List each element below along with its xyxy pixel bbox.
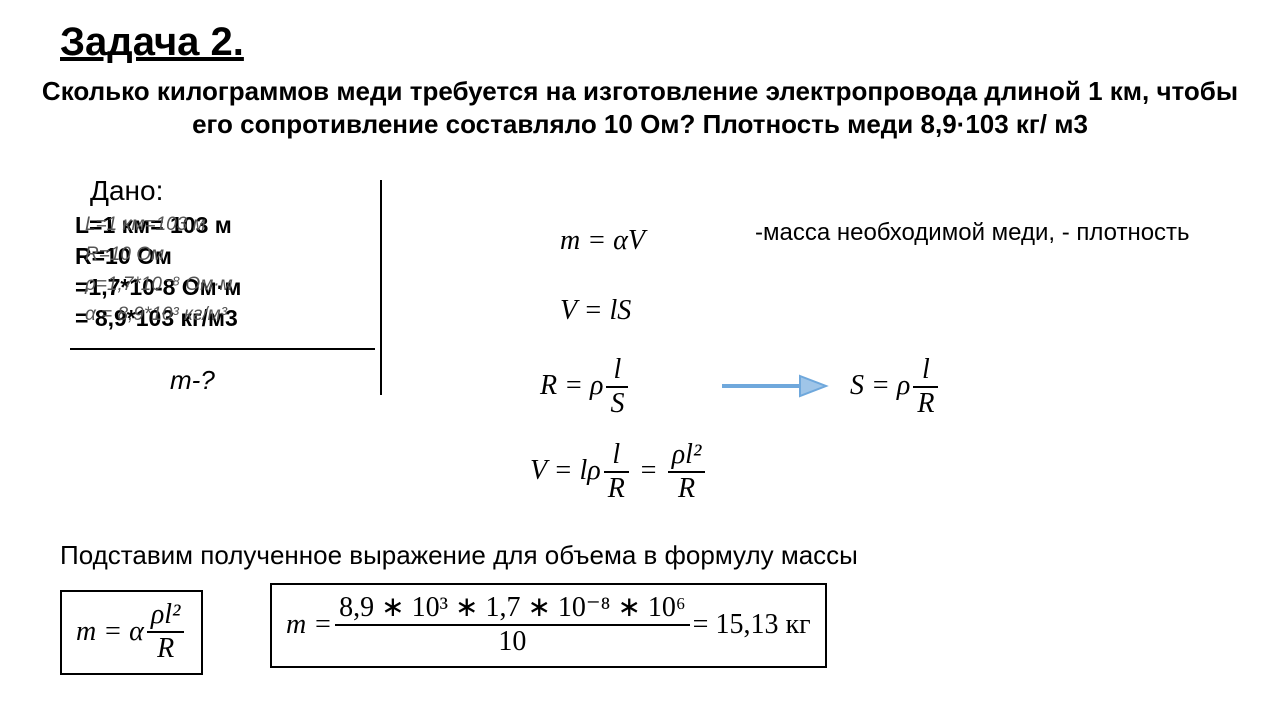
- equation-area: S = ρlR: [850, 355, 941, 420]
- given-l-overlay: L=1 км=103 м: [85, 212, 206, 238]
- mass-description: -масса необходимой меди, - плотность: [755, 218, 1195, 248]
- substitution-text: Подставим полученное выражение для объем…: [60, 540, 858, 571]
- divider-horizontal: [70, 348, 375, 350]
- given-label: Дано:: [90, 175, 163, 207]
- equation-resistance: R = ρlS: [540, 355, 631, 420]
- equation-volume: V = lS: [560, 295, 631, 327]
- given-values: L=1 км= 103 м R=10 Ом =1,7*10-8 Ом·м = 8…: [75, 210, 375, 334]
- given-alpha-overlay: α = 8,9*10³ кг/м³: [85, 302, 227, 328]
- arrow-icon: [720, 370, 830, 402]
- given-r-overlay: R=10 Ом: [85, 242, 164, 268]
- formula-box-mass: m = αρl²R: [60, 590, 203, 675]
- problem-statement: Сколько килограммов меди требуется на из…: [35, 75, 1245, 140]
- equation-mass: m = αV: [560, 225, 645, 257]
- given-rho-overlay: ρ=1,7*10⁻⁸ Ом·м: [85, 272, 233, 298]
- divider-vertical: [380, 180, 382, 395]
- find-value: m-?: [170, 365, 215, 396]
- problem-title: Задача 2.: [60, 20, 244, 65]
- equation-volume-expanded: V = lρlR = ρl²R: [530, 440, 708, 505]
- formula-box-result: m = 8,9 ∗ 10³ ∗ 1,7 ∗ 10⁻⁸ ∗ 10⁶10 = 15,…: [270, 583, 827, 668]
